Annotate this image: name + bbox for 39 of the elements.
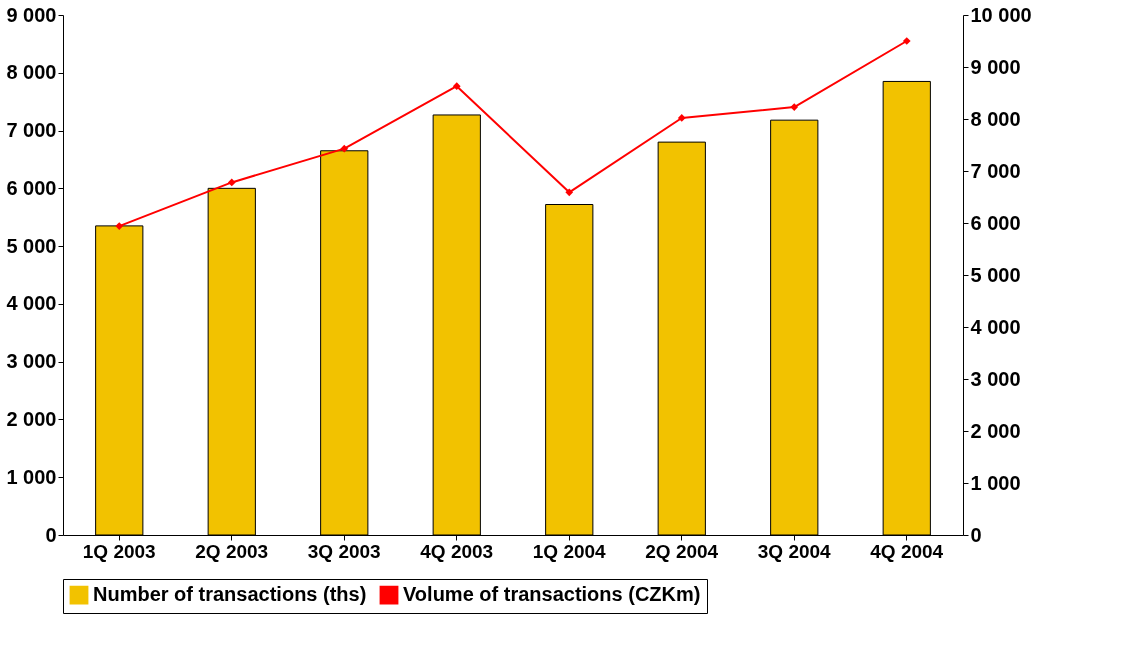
y-tick-label: 0 — [45, 523, 57, 546]
y-tick-label: 9 000 — [6, 3, 57, 26]
y2-tick-label: 1 000 — [970, 471, 1021, 494]
y-tick-label: 3 000 — [6, 350, 57, 373]
y-tick-label: 8 000 — [6, 61, 57, 84]
y2-tick-label: 7 000 — [970, 159, 1021, 182]
point — [115, 222, 124, 230]
point — [677, 114, 686, 122]
x-tick-label: 4Q 2004 — [870, 540, 944, 562]
y2-tick-label: 9 000 — [970, 55, 1021, 78]
point — [452, 82, 461, 91]
y-tick-label: 7 000 — [6, 119, 57, 142]
x-tick-label: 3Q 2004 — [757, 540, 832, 562]
x-tick-label: 2Q 2004 — [645, 540, 719, 562]
point — [565, 188, 574, 197]
y-tick-label: 4 000 — [6, 292, 57, 315]
y2-tick-label: 5 000 — [970, 263, 1021, 286]
y-tick-label: 1 000 — [6, 465, 57, 488]
y2-tick-label: 3 000 — [970, 367, 1021, 390]
y-tick-label: 6 000 — [6, 176, 57, 199]
x-tick-label: 1Q 2004 — [532, 540, 607, 562]
point — [227, 178, 236, 187]
point — [340, 144, 349, 153]
y-tick-label: 2 000 — [6, 407, 57, 430]
legend-label: Number of transactions (ths) — [93, 583, 367, 606]
x-tick-label: 4Q 2003 — [420, 540, 494, 562]
y2-tick-label: 0 — [970, 523, 982, 546]
y2-tick-label: 2 000 — [970, 419, 1021, 442]
legend-label: Volume of transactions (CZKm) — [403, 583, 701, 606]
x-tick-label: 3Q 2003 — [307, 540, 381, 562]
x-tick-label: 2Q 2003 — [195, 540, 269, 562]
point — [902, 37, 911, 45]
y-tick-label: 5 000 — [6, 234, 57, 257]
y2-tick-label: 10 000 — [970, 3, 1032, 26]
point — [790, 103, 799, 111]
y2-tick-label: 8 000 — [970, 107, 1021, 130]
y2-tick-label: 4 000 — [970, 315, 1021, 338]
y2-tick-label: 6 000 — [970, 211, 1021, 234]
x-tick-label: 1Q 2003 — [82, 540, 156, 562]
